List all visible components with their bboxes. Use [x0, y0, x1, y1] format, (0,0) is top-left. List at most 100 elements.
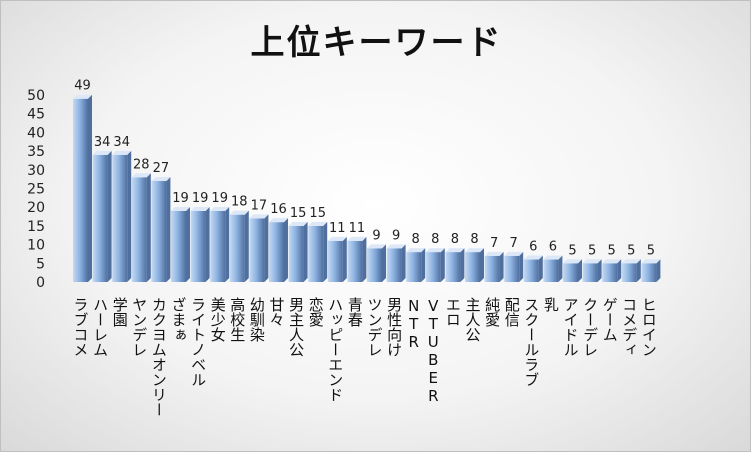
bar-side [578, 259, 582, 282]
data-label: 8 [412, 232, 420, 247]
bar [641, 263, 657, 282]
bar-top [582, 259, 602, 264]
bar-side [225, 206, 230, 282]
data-label: 5 [627, 243, 635, 258]
bar-top [171, 206, 190, 211]
data-label: 34 [113, 135, 130, 150]
category-label: コメディ [620, 297, 638, 357]
data-label: 19 [192, 191, 209, 206]
bar [92, 154, 108, 282]
bar [151, 181, 167, 282]
y-tick-label: 20 [27, 200, 45, 216]
y-tick-label: 0 [36, 275, 45, 291]
bar-top [504, 251, 524, 256]
bar-top [92, 150, 112, 155]
bar-top [523, 255, 543, 260]
bar [210, 210, 226, 282]
data-label: 8 [470, 232, 478, 247]
data-label: 19 [172, 191, 189, 206]
category-label: 恋愛 [307, 296, 325, 327]
bar-top [367, 244, 386, 249]
chart-title: 上位キーワード [250, 23, 503, 63]
category-label: 乳 [542, 297, 560, 312]
y-tick-label: 45 [27, 107, 45, 123]
category-label: NTR [405, 297, 423, 351]
category-label: ラブコメ [72, 297, 90, 357]
y-tick-label: 35 [27, 144, 45, 160]
data-label: 6 [549, 240, 557, 255]
category-label: クーデレ [581, 297, 599, 357]
bar-side [146, 173, 151, 282]
category-label: アイドル [562, 297, 580, 357]
data-label: 27 [153, 161, 170, 176]
bar-side [186, 206, 190, 282]
category-label: 男主人公 [287, 297, 305, 357]
bar-top [465, 248, 484, 253]
data-label: 15 [309, 206, 326, 221]
y-tick-label: 50 [27, 88, 45, 104]
bar-side [284, 218, 288, 282]
bar-side [244, 210, 249, 282]
data-label: 7 [510, 236, 518, 251]
bar [425, 252, 441, 282]
bar [249, 218, 265, 282]
category-label: ライトノベル [189, 297, 207, 387]
bar-top [602, 259, 622, 264]
bar-top [229, 210, 249, 215]
category-label: 美少女 [209, 297, 227, 342]
bar-side [558, 255, 563, 282]
bar-side [362, 236, 367, 282]
category-label: 主人公 [464, 297, 482, 342]
bar [131, 177, 147, 282]
category-label: ゲーム [601, 297, 619, 342]
bar-top [210, 206, 230, 211]
bar [367, 248, 382, 282]
category-label: 純愛 [483, 297, 501, 327]
y-tick-label: 10 [27, 238, 45, 254]
bar-side [538, 255, 543, 282]
bar [73, 98, 88, 283]
bar [327, 240, 343, 282]
bar [347, 240, 363, 282]
bar-top [190, 206, 210, 211]
bar-side [480, 248, 484, 282]
category-label: ハーレム [91, 297, 109, 357]
y-tick-label: 15 [27, 219, 45, 235]
bar [112, 154, 128, 282]
y-tick-label: 30 [27, 163, 45, 179]
bar [386, 248, 402, 282]
data-label: 18 [231, 195, 248, 210]
category-label: 学園 [111, 297, 129, 327]
category-label: 配信 [503, 297, 521, 327]
data-label: 19 [211, 191, 228, 206]
bar-top [308, 221, 328, 226]
bar [621, 263, 637, 282]
bar [269, 222, 284, 282]
bar-top [249, 214, 269, 219]
data-label: 49 [74, 79, 91, 94]
y-tick-label: 5 [36, 256, 45, 272]
bar [543, 259, 559, 282]
bar-side [303, 221, 308, 282]
bar-top [484, 251, 504, 256]
bar-side [205, 206, 210, 282]
y-tick-label: 25 [27, 182, 45, 198]
bar-side [499, 251, 504, 282]
bar-top [425, 248, 445, 253]
category-label: ツンデレ [366, 297, 384, 357]
data-label: 6 [529, 240, 537, 255]
data-label: 11 [329, 221, 346, 236]
category-label: ざまぁ [170, 296, 188, 342]
bar-top [131, 173, 151, 178]
bar-side [323, 221, 328, 282]
data-label: 28 [133, 157, 150, 172]
bar [171, 210, 186, 282]
bar-side [382, 244, 386, 282]
bar-side [636, 259, 641, 282]
bar-top [73, 94, 92, 99]
bar [484, 255, 500, 282]
bar-side [127, 150, 132, 282]
data-label: 9 [392, 228, 400, 243]
bar-top [288, 221, 308, 226]
